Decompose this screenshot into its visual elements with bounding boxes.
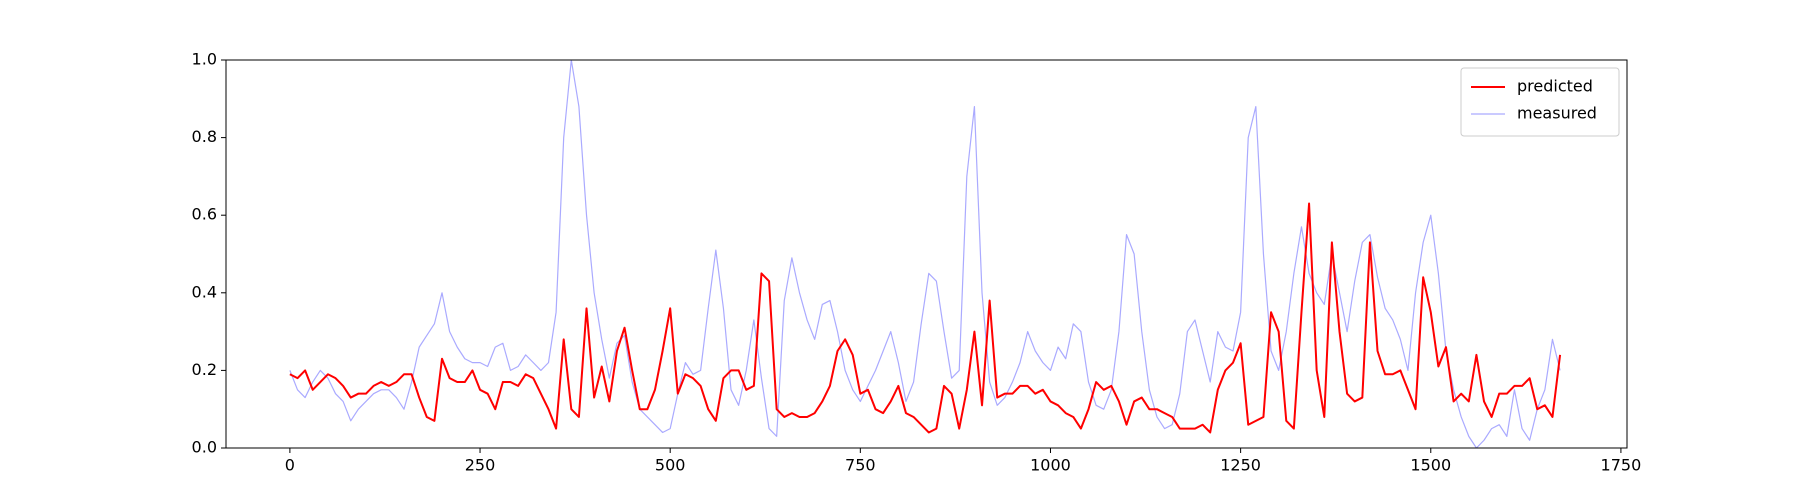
x-tick-label: 250 xyxy=(465,456,496,475)
x-tick-label: 0 xyxy=(285,456,295,475)
legend-label: measured xyxy=(1517,104,1597,123)
x-tick-label: 750 xyxy=(845,456,876,475)
plot-frame xyxy=(225,59,1628,449)
series-line xyxy=(289,60,1561,448)
series-line xyxy=(289,202,1562,434)
x-tick-label: 500 xyxy=(655,456,686,475)
x-tick-label: 1250 xyxy=(1220,456,1261,475)
y-tick-label: 0.0 xyxy=(192,438,217,457)
x-tick-label: 1750 xyxy=(1601,456,1642,475)
y-tick-label: 0.4 xyxy=(192,282,217,301)
legend-label: predicted xyxy=(1517,77,1593,96)
y-tick-label: 1.0 xyxy=(192,50,217,69)
legend-box xyxy=(1460,67,1620,137)
x-tick-label: 1500 xyxy=(1410,456,1451,475)
y-tick-label: 0.2 xyxy=(192,360,217,379)
y-tick-label: 0.6 xyxy=(192,205,217,224)
x-tick-label: 1000 xyxy=(1030,456,1071,475)
y-tick-label: 0.8 xyxy=(192,127,217,146)
